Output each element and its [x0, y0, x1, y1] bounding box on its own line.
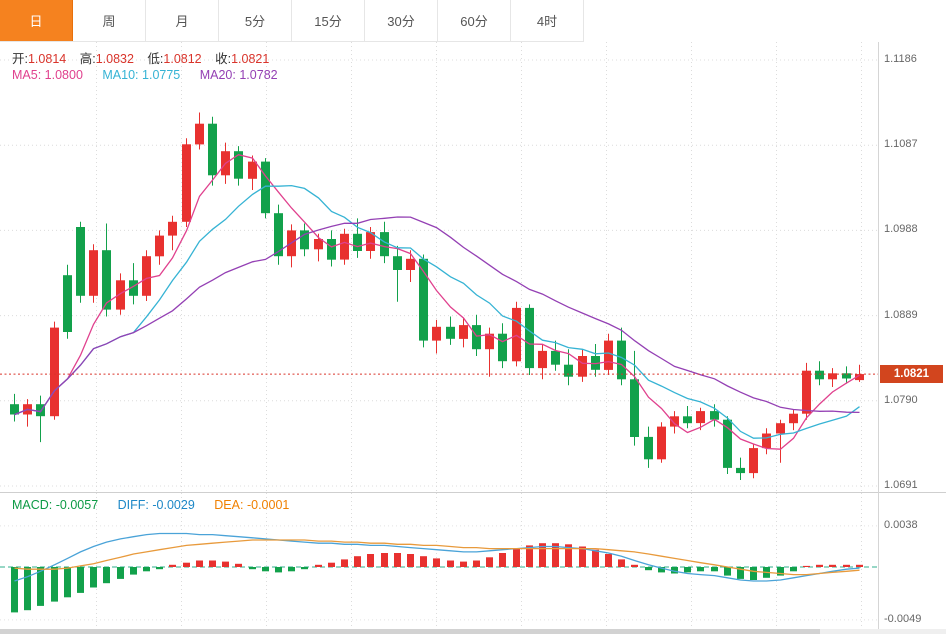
- candlestick-plot[interactable]: [0, 42, 946, 492]
- price-axis-tick: 1.0988: [884, 223, 918, 235]
- timeframe-toolbar: 日 周 月 5分 15分 30分 60分 4时: [0, 0, 584, 42]
- diff-value: DIFF: -0.0029: [117, 498, 195, 512]
- ma20-legend: MA20: 1.0782: [199, 68, 278, 82]
- close-value: 1.0821: [231, 52, 270, 66]
- macd-legend: MACD: -0.0057 DIFF: -0.0029 DEA: -0.0001: [12, 498, 305, 512]
- price-axis-tick: 1.1186: [884, 53, 917, 65]
- low-value: 1.0812: [163, 52, 202, 66]
- tab-60min[interactable]: 60分: [438, 0, 511, 41]
- current-price-tag: 1.0821: [880, 365, 943, 383]
- macd-panel: MACD: -0.0057 DIFF: -0.0029 DEA: -0.0001…: [0, 492, 946, 629]
- tab-week[interactable]: 周: [73, 0, 146, 41]
- price-axis-tick: 1.0790: [884, 394, 918, 406]
- tab-4hour[interactable]: 4时: [511, 0, 584, 41]
- tab-month[interactable]: 月: [146, 0, 219, 41]
- tab-5min[interactable]: 5分: [219, 0, 292, 41]
- ma-legend: MA5: 1.0800 MA10: 1.0775 MA20: 1.0782: [12, 68, 294, 82]
- high-label: 高:: [79, 52, 96, 66]
- candlestick-panel: 开:1.0814 高:1.0832 低:1.0812 收:1.0821 MA5:…: [0, 42, 946, 492]
- ohlc-legend: 开:1.0814 高:1.0832 低:1.0812 收:1.0821: [12, 48, 279, 67]
- open-value: 1.0814: [27, 52, 67, 66]
- dea-value: DEA: -0.0001: [214, 498, 290, 512]
- ma5-legend: MA5: 1.0800: [12, 68, 83, 82]
- tab-15min[interactable]: 15分: [292, 0, 365, 41]
- open-label: 开:: [12, 52, 28, 66]
- low-label: 低:: [147, 52, 164, 66]
- macd-axis-tick: 0.0038: [884, 519, 918, 531]
- price-axis-tick: 1.1087: [884, 138, 918, 150]
- horizontal-scrollbar[interactable]: [0, 629, 946, 634]
- scrollbar-thumb[interactable]: [0, 629, 820, 634]
- close-label: 收:: [215, 52, 232, 66]
- macd-value: MACD: -0.0057: [12, 498, 99, 512]
- price-axis-divider: [878, 42, 879, 629]
- tab-30min[interactable]: 30分: [365, 0, 438, 41]
- ma10-legend: MA10: 1.0775: [102, 68, 181, 82]
- tab-day[interactable]: 日: [0, 0, 73, 41]
- high-value: 1.0832: [95, 52, 134, 66]
- price-axis-tick: 1.0889: [884, 309, 918, 321]
- price-axis-tick: 1.0691: [884, 479, 918, 491]
- macd-plot[interactable]: [0, 493, 946, 629]
- macd-axis-tick: -0.0049: [884, 613, 922, 625]
